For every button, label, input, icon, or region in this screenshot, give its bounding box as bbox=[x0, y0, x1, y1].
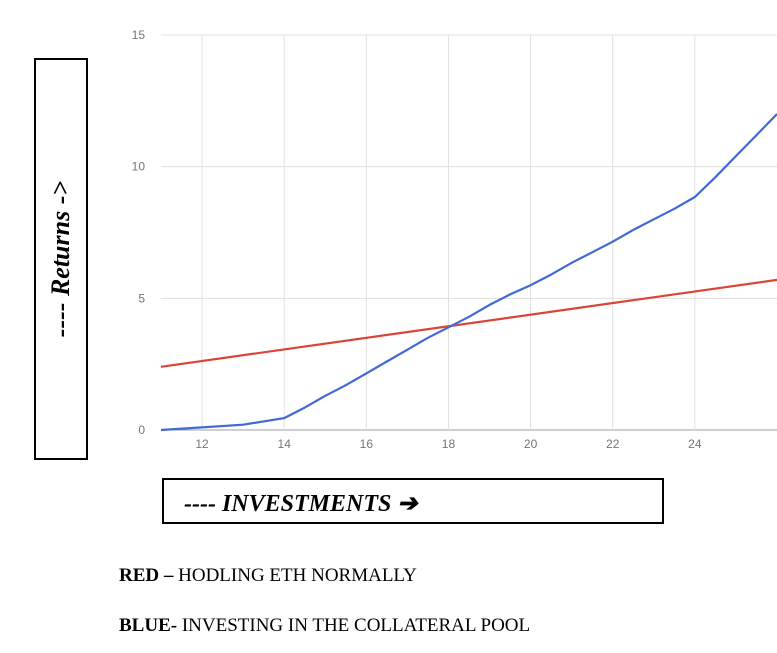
line-chart: 0 5 10 15 12 14 16 18 20 22 24 bbox=[132, 28, 777, 451]
y-tick-label: 0 bbox=[138, 423, 145, 437]
y-axis-label-box: ---- Returns -> bbox=[34, 58, 88, 460]
y-tick-label: 5 bbox=[138, 291, 145, 305]
legend-blue: BLUE- INVESTING IN THE COLLATERAL POOL bbox=[119, 615, 530, 637]
x-tick-label: 18 bbox=[442, 437, 456, 451]
y-axis-label: ---- Returns -> bbox=[46, 180, 75, 338]
x-axis-label-box: ---- INVESTMENTS ➔ bbox=[162, 478, 664, 524]
x-tick-label: 16 bbox=[360, 437, 374, 451]
legend-red: RED – HODLING ETH NORMALLY bbox=[119, 565, 417, 587]
series-line-0 bbox=[160, 278, 777, 368]
x-tick-label: 12 bbox=[195, 437, 209, 451]
x-tick-label: 22 bbox=[606, 437, 620, 451]
legend-red-text: HODLING ETH NORMALLY bbox=[178, 565, 417, 586]
legend-red-key: RED – bbox=[119, 565, 179, 586]
y-tick-label: 15 bbox=[132, 28, 146, 42]
x-tick-label: 14 bbox=[278, 437, 292, 451]
x-axis-label: ---- INVESTMENTS ➔ bbox=[184, 491, 418, 517]
legend-blue-key: BLUE- bbox=[119, 615, 182, 636]
series-line-1 bbox=[160, 113, 777, 432]
x-tick-label: 24 bbox=[688, 437, 702, 451]
y-tick-label: 10 bbox=[132, 160, 146, 174]
x-tick-label: 20 bbox=[524, 437, 538, 451]
chart-area: 0 5 10 15 12 14 16 18 20 22 24 bbox=[118, 18, 777, 465]
legend-blue-text: INVESTING IN THE COLLATERAL POOL bbox=[181, 615, 531, 636]
